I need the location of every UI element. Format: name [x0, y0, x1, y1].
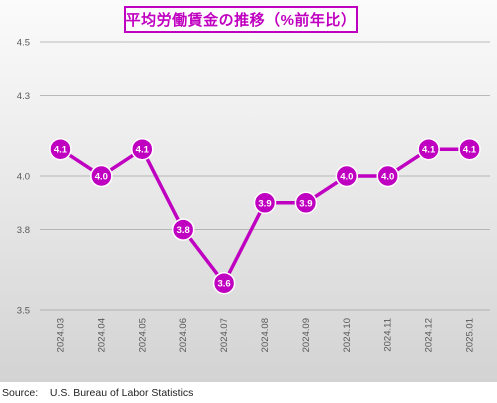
x-tick-label: 2024.11: [383, 318, 394, 352]
chart-title: 平均労働賃金の推移（%前年比）: [124, 6, 358, 33]
data-label: 4.0: [340, 172, 353, 183]
source-text: U.S. Bureau of Labor Statistics: [49, 387, 194, 399]
line-chart: 3.5 3.8 4.0 4.3 4.5 2024.03 2024.04 2024.05 2024…: [17, 38, 490, 352]
source-note: Source: U.S. Bureau of Labor Statistics: [2, 387, 193, 399]
y-tick-label: 3.8: [17, 225, 30, 236]
x-tick-label: 2024.10: [342, 318, 353, 352]
data-label: 4.0: [95, 172, 108, 183]
y-tick-label: 4.5: [17, 38, 30, 49]
x-tick-label: 2024.12: [424, 318, 435, 352]
x-tick-label: 2024.06: [178, 318, 189, 352]
x-tick-label: 2024.09: [301, 318, 312, 352]
x-tick-label: 2024.07: [219, 318, 230, 352]
source-label: Source:: [2, 387, 39, 399]
plot-background: [0, 0, 497, 382]
y-tick-label: 4.0: [17, 172, 30, 183]
data-label: 4.0: [381, 172, 394, 183]
data-label: 3.9: [258, 198, 271, 209]
data-point: [458, 137, 481, 161]
data-label: 3.8: [177, 225, 190, 236]
data-label: 4.1: [136, 145, 150, 156]
data-point: [90, 164, 113, 188]
series-line: [59, 147, 470, 285]
data-point: [417, 137, 440, 161]
x-tick-label: 2024.08: [260, 318, 271, 352]
data-label: 3.9: [299, 198, 312, 209]
data-label: 4.1: [422, 145, 436, 156]
data-point: [294, 191, 318, 215]
data-point: [253, 191, 277, 215]
data-label: 4.1: [54, 145, 68, 156]
data-point: [376, 164, 399, 188]
data-point: [131, 137, 154, 161]
data-label: 3.6: [217, 279, 230, 290]
x-tick-label: 2025.01: [465, 318, 476, 352]
data-point: [335, 164, 359, 188]
x-tick-label: 2024.05: [137, 318, 148, 352]
data-label: 4.1: [463, 145, 477, 156]
y-tick-label: 3.5: [17, 306, 30, 317]
data-point: [171, 218, 195, 241]
x-tick-label: 2024.03: [55, 318, 66, 352]
y-tick-label: 4.3: [17, 91, 30, 102]
data-point: [49, 137, 72, 161]
x-tick-label: 2024.04: [96, 318, 107, 352]
data-point: [212, 271, 236, 295]
